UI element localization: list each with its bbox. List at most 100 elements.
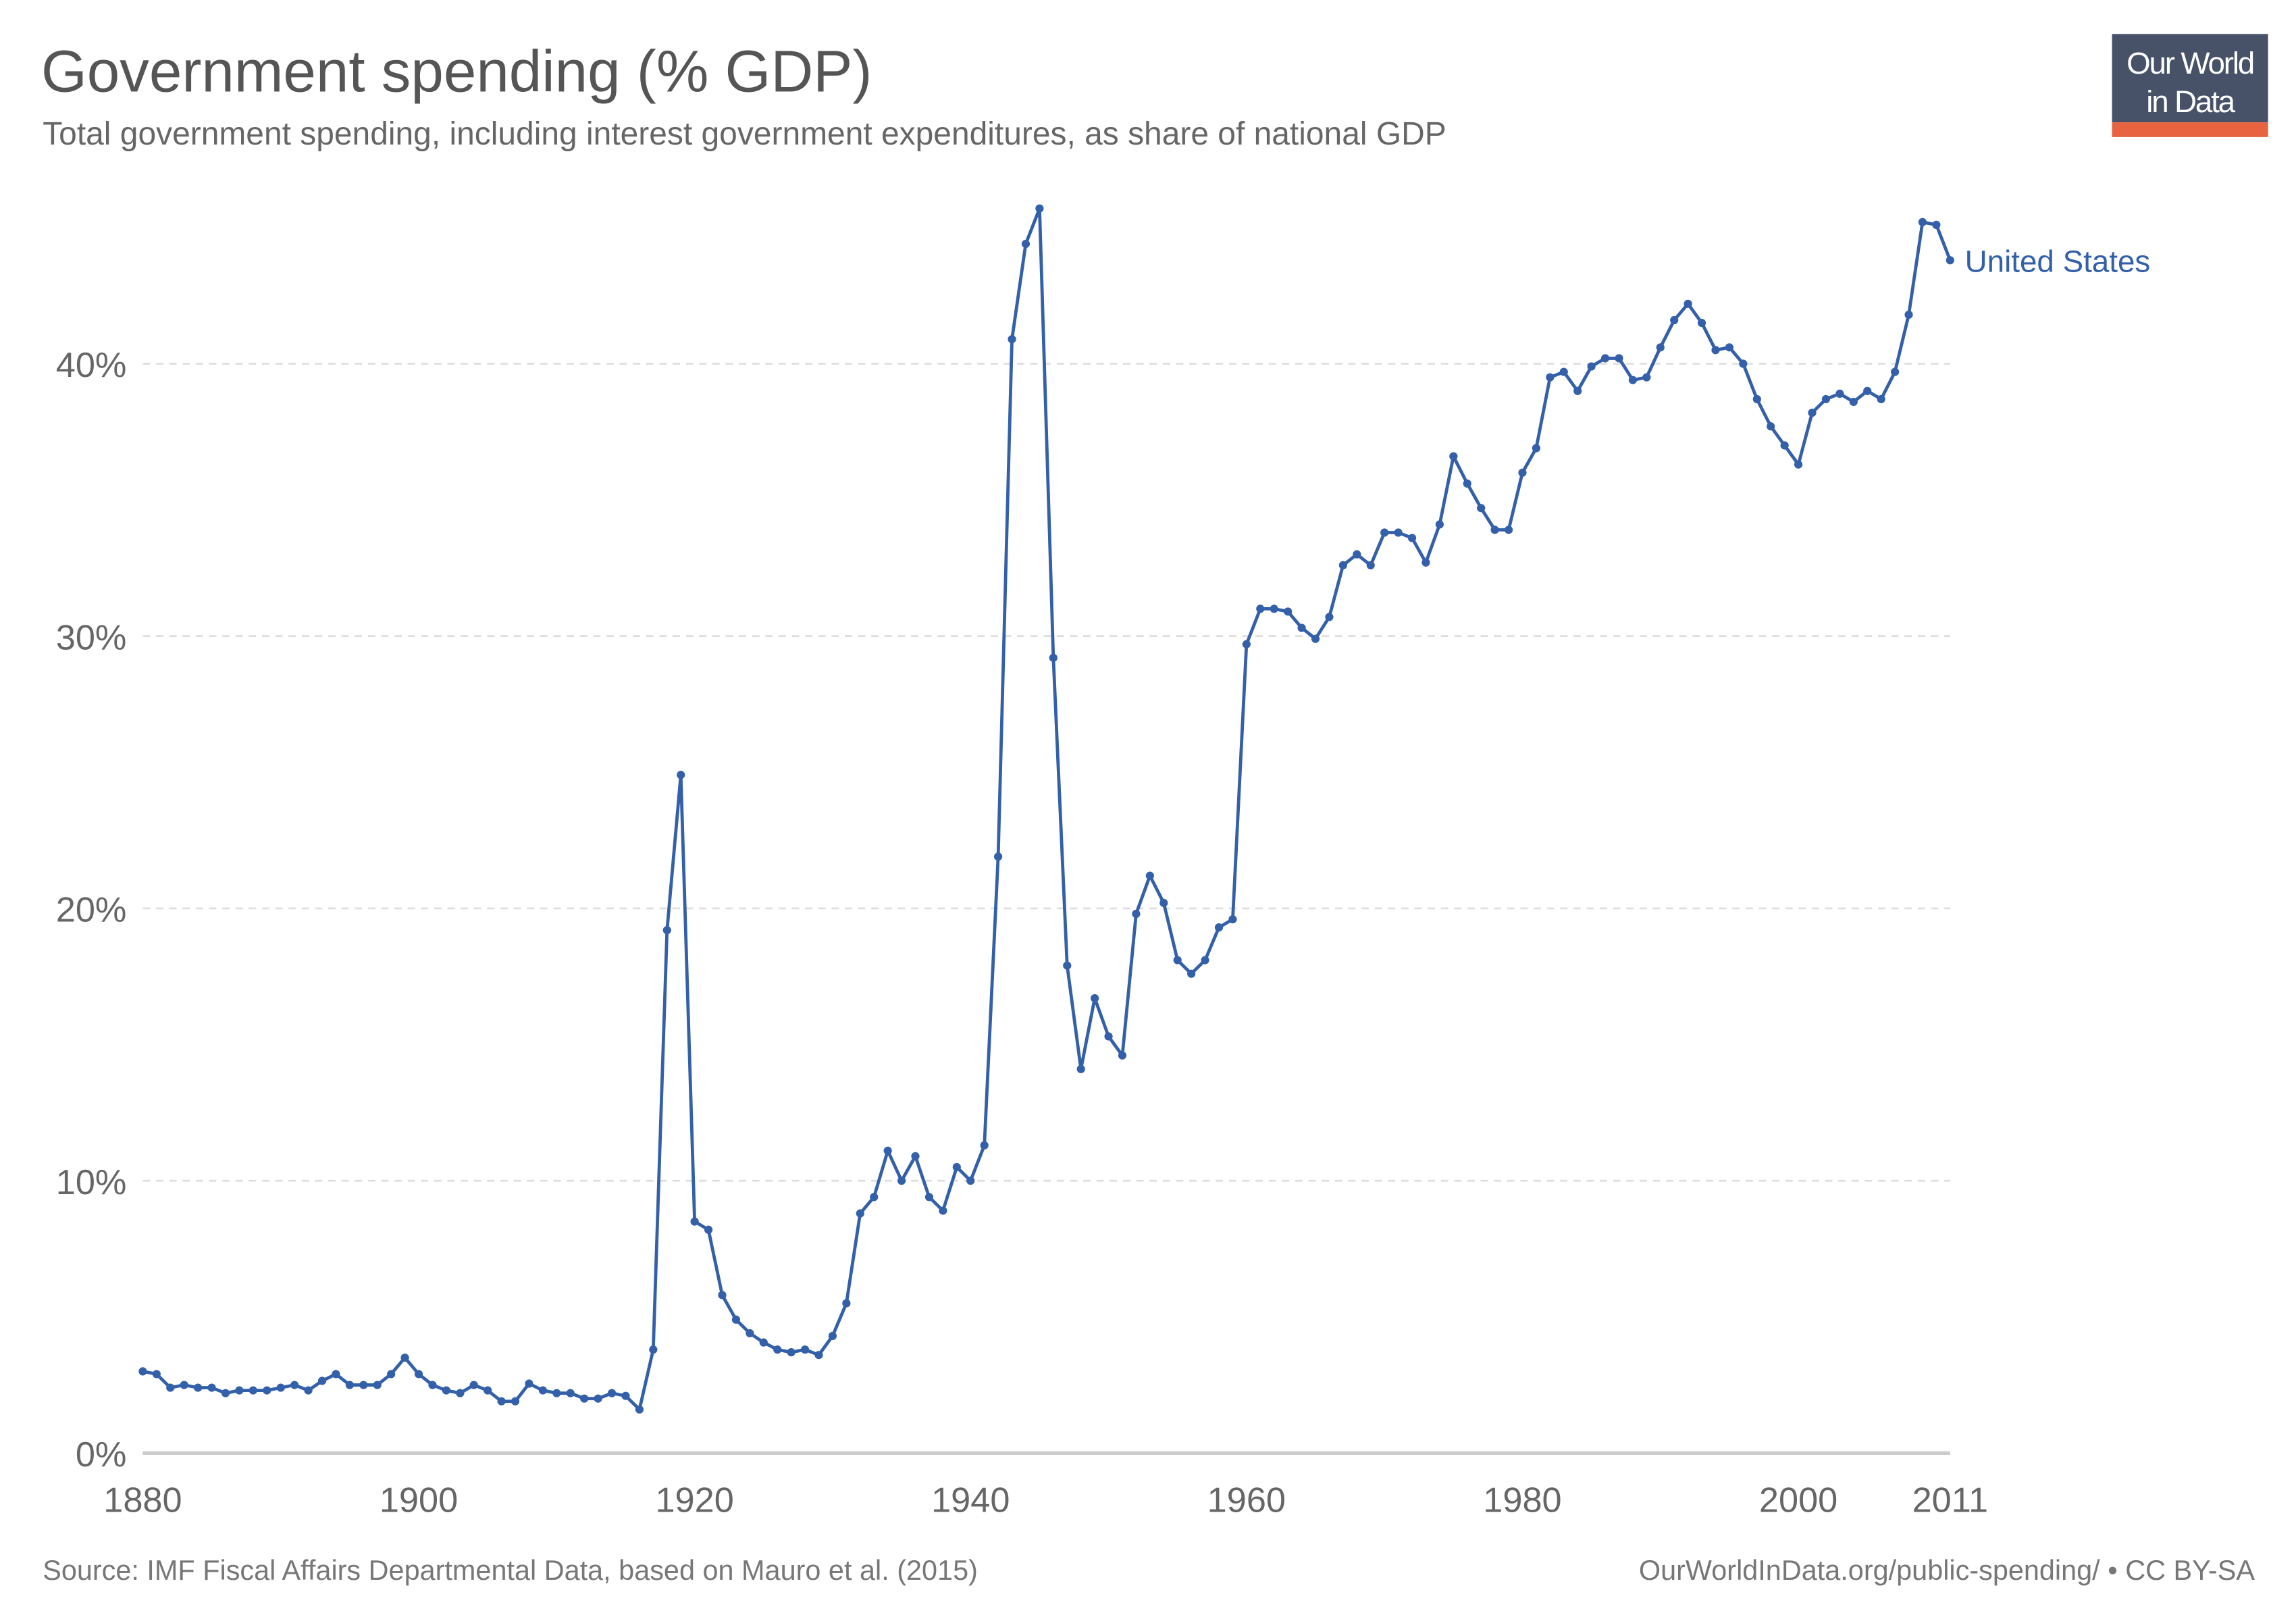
data-point[interactable] [1628, 376, 1638, 384]
data-point[interactable] [1725, 343, 1734, 352]
data-point[interactable] [1394, 528, 1403, 537]
data-point[interactable] [690, 1217, 699, 1226]
data-point[interactable] [704, 1225, 713, 1234]
data-point[interactable] [276, 1383, 285, 1392]
data-point[interactable] [263, 1386, 271, 1395]
data-point[interactable] [359, 1381, 368, 1389]
data-point[interactable] [414, 1370, 423, 1379]
data-point[interactable] [952, 1162, 961, 1172]
data-point[interactable] [1780, 441, 1789, 450]
data-point[interactable] [235, 1386, 244, 1395]
data-point[interactable] [1325, 613, 1334, 621]
owid-logo[interactable]: Our World in Data [2112, 34, 2268, 137]
data-point[interactable] [456, 1389, 465, 1397]
data-point[interactable] [207, 1383, 216, 1392]
data-point[interactable] [1214, 923, 1224, 932]
data-point[interactable] [1256, 604, 1265, 613]
data-point[interactable] [1173, 956, 1182, 964]
data-point[interactable] [731, 1315, 741, 1324]
data-point[interactable] [842, 1299, 851, 1308]
data-point[interactable] [1118, 1051, 1127, 1060]
data-point[interactable] [345, 1381, 354, 1389]
data-point[interactable] [1877, 394, 1885, 404]
data-point[interactable] [980, 1141, 989, 1150]
data-point[interactable] [304, 1386, 313, 1395]
data-point[interactable] [1642, 373, 1651, 382]
data-point[interactable] [814, 1351, 823, 1360]
data-point[interactable] [1890, 367, 1900, 376]
data-point[interactable] [1104, 1032, 1113, 1041]
data-point[interactable] [1932, 220, 1941, 229]
data-point[interactable] [1407, 534, 1417, 542]
data-point[interactable] [1490, 525, 1499, 534]
data-point[interactable] [387, 1370, 396, 1379]
data-point[interactable] [787, 1348, 795, 1357]
data-point[interactable] [552, 1389, 561, 1397]
data-point[interactable] [759, 1338, 768, 1347]
data-point[interactable] [511, 1397, 520, 1406]
data-point[interactable] [1132, 909, 1141, 919]
data-point[interactable] [152, 1370, 161, 1379]
data-point[interactable] [1008, 335, 1016, 344]
data-point[interactable] [138, 1367, 147, 1376]
data-point[interactable] [1946, 256, 1954, 265]
data-point[interactable] [1338, 561, 1347, 569]
data-point[interactable] [1091, 994, 1099, 1003]
data-point[interactable] [1159, 898, 1168, 907]
data-point[interactable] [484, 1386, 492, 1395]
data-point[interactable] [1587, 362, 1596, 371]
data-point[interactable] [428, 1381, 437, 1389]
data-point[interactable] [1063, 961, 1072, 970]
data-point[interactable] [249, 1386, 257, 1395]
data-point[interactable] [317, 1376, 327, 1385]
data-point[interactable] [1559, 367, 1568, 376]
series-label[interactable]: United States [1965, 245, 2151, 279]
data-point[interactable] [911, 1152, 920, 1160]
license-link[interactable]: OurWorldInData.org/public-spending/ • CC… [1639, 1555, 2255, 1586]
data-point[interactable] [1463, 479, 1471, 488]
data-point[interactable] [566, 1389, 575, 1397]
data-point[interactable] [1076, 1064, 1085, 1073]
data-point[interactable] [221, 1389, 230, 1397]
data-point[interactable] [677, 771, 685, 779]
data-point[interactable] [525, 1379, 533, 1388]
data-point[interactable] [1353, 550, 1361, 559]
data-point[interactable] [1863, 386, 1872, 395]
data-point[interactable] [1366, 561, 1375, 569]
data-point[interactable] [1739, 359, 1748, 368]
data-point[interactable] [1794, 460, 1803, 469]
data-point[interactable] [1380, 528, 1389, 537]
data-point[interactable] [469, 1381, 478, 1389]
data-point[interactable] [1600, 354, 1610, 363]
data-point[interactable] [1449, 452, 1458, 461]
data-point[interactable] [442, 1386, 450, 1395]
data-point[interactable] [538, 1386, 548, 1395]
data-point[interactable] [1808, 409, 1817, 417]
data-point[interactable] [746, 1329, 754, 1338]
data-point[interactable] [924, 1193, 934, 1202]
data-point[interactable] [580, 1394, 589, 1403]
data-point[interactable] [194, 1383, 203, 1392]
data-point[interactable] [180, 1381, 188, 1389]
data-point[interactable] [1918, 217, 1927, 226]
data-point[interactable] [649, 1345, 658, 1354]
data-point[interactable] [828, 1331, 837, 1341]
data-point[interactable] [1477, 504, 1486, 513]
data-point[interactable] [1035, 204, 1044, 213]
data-point[interactable] [1821, 394, 1831, 404]
data-point[interactable] [166, 1383, 175, 1392]
data-point[interactable] [594, 1394, 602, 1403]
data-point[interactable] [1297, 623, 1306, 632]
data-point[interactable] [1752, 394, 1761, 404]
data-point[interactable] [1187, 969, 1196, 978]
data-point[interactable] [1684, 299, 1692, 308]
data-point[interactable] [290, 1381, 299, 1389]
data-point[interactable] [897, 1177, 906, 1185]
data-point[interactable] [1284, 607, 1293, 616]
data-point[interactable] [621, 1391, 630, 1400]
data-point[interactable] [1021, 240, 1030, 249]
data-point[interactable] [1904, 310, 1913, 319]
data-point[interactable] [497, 1397, 506, 1406]
data-point[interactable] [1270, 604, 1278, 613]
data-point[interactable] [1697, 318, 1706, 328]
